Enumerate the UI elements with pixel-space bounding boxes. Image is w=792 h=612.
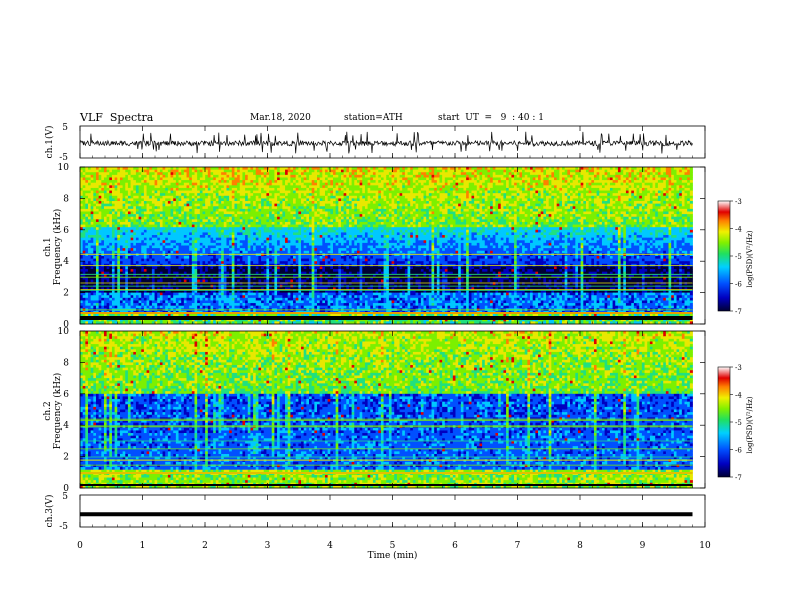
colorbar-tick-label: -4 xyxy=(735,392,742,400)
x-tick-label: 9 xyxy=(640,541,646,551)
ch1-waveform xyxy=(80,132,693,154)
colorbar-label: log(PSD)(V²/Hz) xyxy=(746,396,754,453)
colorbar-tick-label: -3 xyxy=(735,198,742,206)
y-tick-label: 6 xyxy=(63,226,69,236)
ch2-spectrogram xyxy=(80,331,705,488)
x-tick-label: 7 xyxy=(515,541,521,551)
y-axis-label: ch.1(V) xyxy=(44,126,55,159)
y-tick-label: 8 xyxy=(63,194,69,204)
x-tick-label: 3 xyxy=(265,541,271,551)
y-tick-label: 2 xyxy=(63,453,69,463)
y-tick-label: 5 xyxy=(62,123,68,133)
y-tick-label: 2 xyxy=(63,289,69,299)
x-tick-label: 6 xyxy=(452,541,458,551)
ch1-colorbar xyxy=(718,201,730,311)
y-tick-label: 4 xyxy=(63,421,69,431)
x-tick-label: 8 xyxy=(577,541,583,551)
y-tick-label: 4 xyxy=(63,257,69,267)
ch1-waveform-line xyxy=(80,132,693,154)
x-tick-label: 4 xyxy=(327,541,333,551)
x-tick-label: 5 xyxy=(390,541,396,551)
colorbar-tick-label: -6 xyxy=(735,281,742,289)
colorbar-tick-label: -5 xyxy=(735,253,742,261)
y-tick-label: -5 xyxy=(59,153,68,163)
x-tick-label: 1 xyxy=(140,541,146,551)
x-axis-label: Time (min) xyxy=(368,550,418,561)
channel-label: ch.2 xyxy=(43,401,53,420)
y-tick-label: 6 xyxy=(63,390,69,400)
colorbar-tick-label: -4 xyxy=(735,226,742,234)
y-tick-label: 10 xyxy=(58,327,70,337)
y-tick-label: 0 xyxy=(63,484,69,494)
y-tick-label: 10 xyxy=(58,163,70,173)
colorbar-tick-label: -7 xyxy=(735,474,742,482)
y-axis-label: Frequency (kHz) xyxy=(52,209,63,286)
colorbar-label: log(PSD)(V²/Hz) xyxy=(746,230,754,287)
ch1-spectrogram xyxy=(80,167,705,324)
y-axis-label: Frequency (kHz) xyxy=(52,373,63,450)
y-tick-label: -5 xyxy=(59,522,68,532)
x-tick-label: 10 xyxy=(699,541,711,551)
colorbar-ticks: -3 -4 -5 -6 -7 log(PSD)(V²/Hz) -3 -4 -5 -6 -7 log(P… xyxy=(730,198,754,482)
y-tick-label: 8 xyxy=(63,358,69,368)
ch2-colorbar xyxy=(718,367,730,477)
x-tick-label: 2 xyxy=(202,541,208,551)
colorbar-tick-label: -5 xyxy=(735,419,742,427)
colorbar-tick-label: -7 xyxy=(735,308,742,316)
x-tick-label: 0 xyxy=(77,541,83,551)
colorbar-tick-label: -3 xyxy=(735,364,742,372)
channel-label: ch.1 xyxy=(43,237,53,256)
colorbar-tick-label: -6 xyxy=(735,447,742,455)
y-axis-label: ch.3(V) xyxy=(44,495,55,528)
